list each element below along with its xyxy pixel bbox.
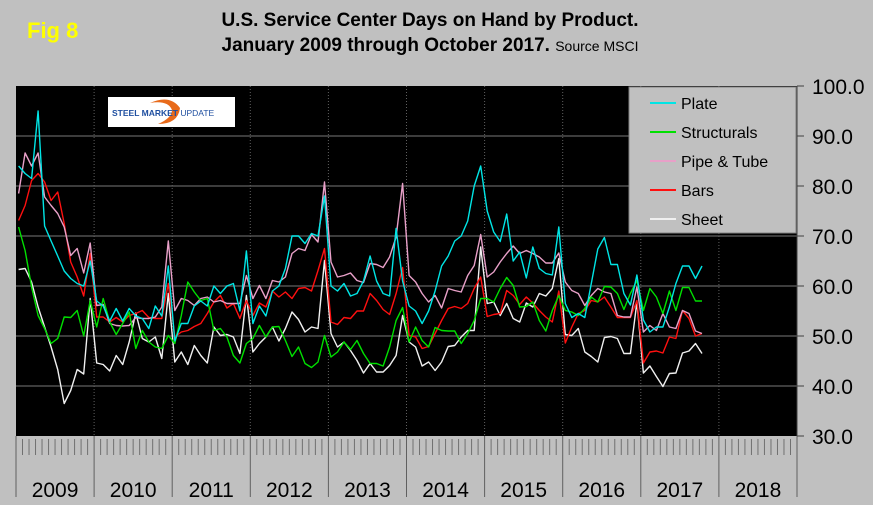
y-tick-label: 50.0	[812, 326, 853, 349]
x-tick-label: 2009	[32, 479, 79, 502]
y-tick-label: 100.0	[812, 76, 865, 99]
logo: STEEL MARKET UPDATE	[108, 97, 235, 127]
figure-label: Fig 8	[27, 18, 79, 43]
y-tick-label: 30.0	[812, 426, 853, 449]
series-lines	[17, 110, 703, 405]
legend-label: Structurals	[681, 125, 757, 142]
title-line-2-text: January 2009 through October 2017.	[221, 35, 550, 56]
y-tick-label: 80.0	[812, 176, 853, 199]
y-tick-label: 40.0	[812, 376, 853, 399]
y-axis: 100.0 90.0 80.0 70.0 60.0 50.0 40.0 30.0	[796, 76, 865, 449]
legend-label: Pipe & Tube	[681, 154, 768, 171]
x-tick-label: 2014	[422, 479, 469, 502]
series-line-plate	[18, 110, 703, 342]
x-axis: 2009 2010 2011 2012 2013 2014 2015 2016 2017 2018	[15, 436, 798, 502]
svg-text:STEEL MARKET UPDATE: STEEL MARKET UPDATE	[112, 108, 215, 118]
chart-title: U.S. Service Center Days on Hand by Prod…	[150, 8, 710, 59]
x-tick-label: 2012	[266, 479, 313, 502]
x-tick-label: 2016	[578, 479, 625, 502]
series-line-bars	[17, 172, 703, 364]
x-tick-label: 2011	[189, 479, 234, 502]
legend-label: Plate	[681, 96, 718, 113]
y-tick-label: 90.0	[812, 126, 853, 149]
x-tick-label: 2013	[344, 479, 391, 502]
legend-label: Sheet	[681, 212, 723, 229]
legend-label: Bars	[681, 183, 714, 200]
legend: Plate Structurals Pipe & Tube Bars Sheet	[628, 86, 797, 234]
x-tick-label: 2010	[110, 479, 157, 502]
x-tick-label: 2017	[656, 479, 703, 502]
x-tick-label: 2015	[500, 479, 547, 502]
y-tick-label: 60.0	[812, 276, 853, 299]
x-tick-label: 2018	[735, 479, 782, 502]
title-line-1: U.S. Service Center Days on Hand by Prod…	[221, 10, 639, 31]
title-line-2: January 2009 through October 2017. Sourc…	[150, 33, 710, 59]
source-note: Source MSCI	[555, 38, 639, 54]
y-tick-label: 70.0	[812, 226, 853, 249]
